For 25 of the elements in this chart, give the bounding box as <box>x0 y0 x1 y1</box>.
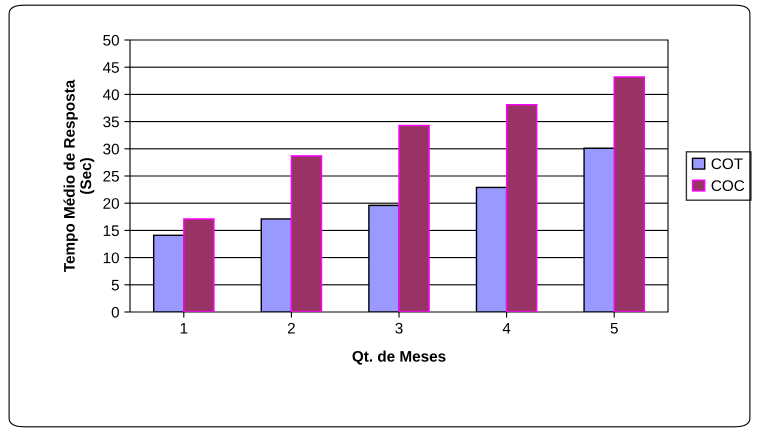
legend-label: COC <box>712 180 744 192</box>
y-tick-label: 35 <box>103 116 119 128</box>
y-tick-label: 0 <box>112 306 119 318</box>
y-tick-label: 20 <box>103 198 119 209</box>
x-tick-label: 5 <box>610 322 618 334</box>
x-tick-label: 1 <box>180 322 188 334</box>
y-tick-label: 30 <box>103 144 119 154</box>
bar <box>290 155 322 312</box>
x-axis-title: Qt. de Meses <box>352 350 446 365</box>
y-tick-label: 10 <box>104 252 119 264</box>
y-tick-label: 45 <box>102 62 119 73</box>
x-tick-label: 4 <box>502 322 510 334</box>
y-tick-label: 25 <box>103 170 119 182</box>
bar <box>398 124 430 312</box>
legend-label: COT <box>712 158 743 170</box>
y-tick-label: 15 <box>104 225 119 236</box>
x-tick-label: 2 <box>288 322 295 334</box>
y-tick-label: 5 <box>112 280 119 290</box>
bar <box>183 218 215 312</box>
y-axis-title: Tempo Médio de Resposta (Sec) <box>63 80 94 272</box>
y-tick-label: 50 <box>103 34 119 46</box>
bar <box>506 104 538 312</box>
x-tick-label: 3 <box>395 322 403 334</box>
bar <box>614 76 646 312</box>
y-tick-label: 40 <box>102 89 119 100</box>
